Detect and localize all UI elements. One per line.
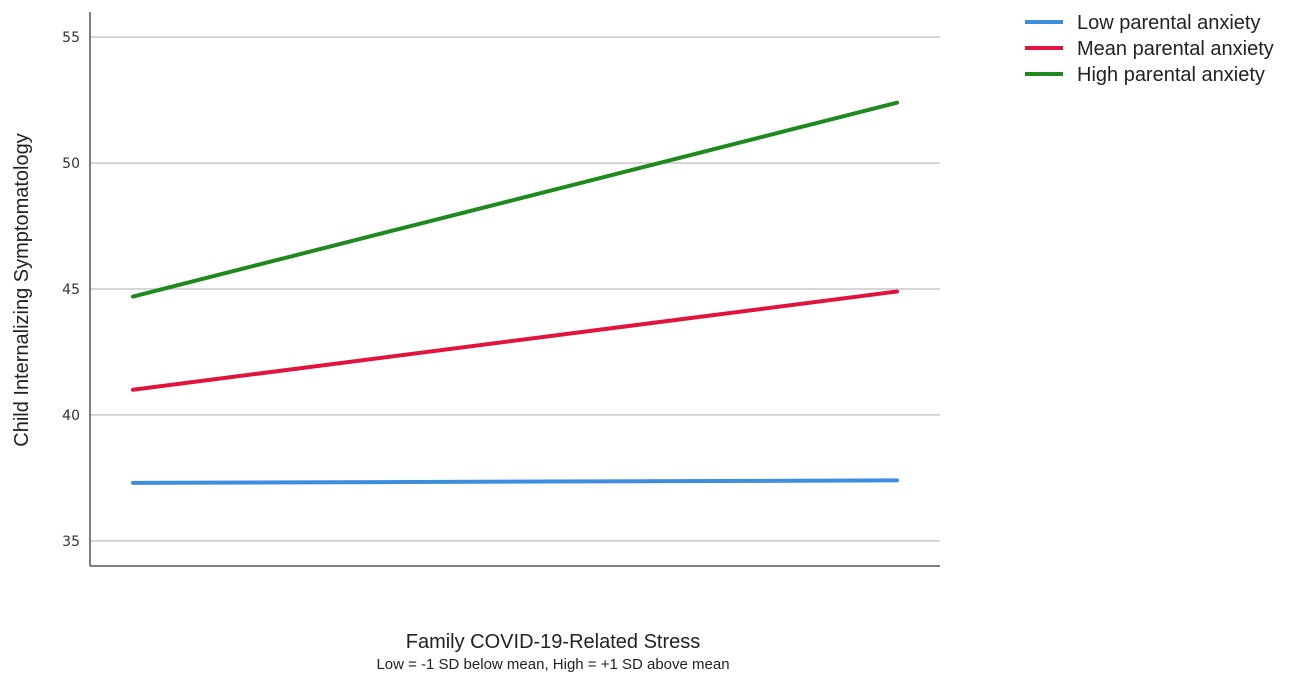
- axes: [89, 12, 940, 567]
- y-tick-label: 40: [62, 408, 80, 424]
- series-line-low-parental-anxiety: [131, 478, 899, 485]
- x-axis-subtitle: Low = -1 SD below mean, High = +1 SD abo…: [376, 656, 729, 673]
- legend-label: Low parental anxiety: [1077, 12, 1260, 34]
- y-tick-label: 50: [62, 156, 80, 172]
- y-tick-labels: 35 40 45 50 55: [62, 30, 80, 550]
- series-lines: [131, 100, 899, 485]
- series-line-mean-parental-anxiety: [131, 289, 899, 392]
- y-tick-label: 45: [62, 282, 80, 298]
- series-line-high-parental-anxiety: [131, 100, 899, 299]
- legend-label: High parental anxiety: [1077, 64, 1265, 86]
- gridlines: [90, 36, 940, 542]
- y-axis-title: Child Internalizing Symptomatology: [11, 133, 33, 447]
- x-axis-title: Family COVID-19-Related Stress: [406, 631, 701, 653]
- y-tick-label: 55: [62, 30, 80, 46]
- legend-label: Mean parental anxiety: [1077, 38, 1274, 60]
- legend: Low parental anxiety Mean parental anxiet…: [1025, 12, 1274, 86]
- y-tick-label: 35: [62, 534, 80, 550]
